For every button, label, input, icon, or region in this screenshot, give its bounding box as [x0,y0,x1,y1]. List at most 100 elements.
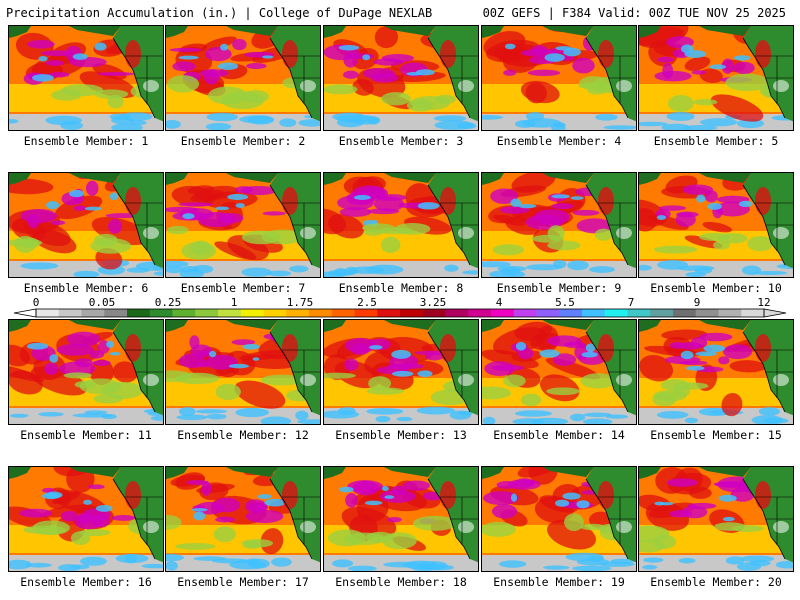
rain-core-max [715,481,752,488]
rain-core-extreme [654,501,665,506]
colorbar-tick-label: 3.25 [419,296,447,309]
rain-core-extreme [703,344,726,353]
alaska-landmass [226,467,278,477]
precip-map-image [166,26,320,130]
rain-patch-light [381,92,412,106]
rain-core-extreme [707,203,722,210]
rain-core-max [86,180,99,196]
rain-core-extreme [182,213,195,220]
rain-core-high [528,467,558,485]
ensemble-member-caption: Ensemble Member: 19 [493,575,625,589]
rain-core-max [186,480,209,485]
rain-core-max [231,339,256,346]
tropical-streak [205,122,232,130]
tropical-streak [567,260,589,271]
asia-landmass [639,320,661,332]
rain-core-extreme [504,43,516,50]
ensemble-member-map [8,25,164,131]
precip-map-image [482,173,636,277]
precip-map-image [482,320,636,424]
rain-core-extreme [709,64,726,70]
tropical-streak [639,264,652,271]
rain-core-max [195,501,225,515]
rain-core-max [531,45,548,56]
rain-patch-light [546,387,580,396]
rain-core-max [178,202,214,207]
rain-core-max [675,212,696,227]
colorbar-swatch [263,309,287,317]
rain-patch-light [261,229,304,245]
tropical-streak [576,558,610,566]
political-borders [440,55,478,104]
tropical-streak [444,264,459,272]
dry-area [773,227,789,239]
precip-map-image [324,173,478,277]
political-borders [282,349,320,398]
rain-core-high [51,491,81,505]
rain-core-extreme [264,498,286,507]
rain-core-max [201,481,212,496]
rain-core-extreme [381,486,389,492]
tropical-streak [247,115,275,125]
rain-core-max [249,502,268,512]
dry-area [300,80,316,92]
alaska-landmass [226,26,278,36]
rain-core-max [402,480,431,491]
rain-core-max [262,211,286,216]
rain-core-extreme [49,354,59,363]
precip-map-image [639,467,793,571]
tropical-streak [153,271,163,276]
ensemble-member-caption: Ensemble Member: 2 [180,134,306,148]
rain-patch-light [579,76,608,91]
rain-patch-light [21,237,40,249]
rain-core-max [40,50,76,57]
asia-landmass [482,320,504,332]
rain-core-extreme [551,194,570,199]
rain-core-max [87,484,105,490]
political-borders [755,496,793,545]
rain-core-max [666,478,698,487]
rain-core-extreme [656,215,667,220]
tropical-streak [514,410,552,417]
coastline [742,331,786,413]
colorbar-swatch [377,309,401,317]
coastal-rain [755,334,771,362]
rain-patch-light [412,515,457,531]
ensemble-member-caption: Ensemble Member: 18 [335,575,467,589]
rain-patch-light [368,376,392,391]
rain-core-max [45,60,64,66]
rain-core-max [339,207,372,217]
rain-core-max [499,206,530,214]
rain-core-high [721,392,743,417]
tropical-streak [725,556,745,565]
asia-landmass [324,320,346,332]
rain-core-extreme [353,195,371,200]
dry-area [773,374,789,386]
rain-core-high [260,528,284,555]
ensemble-member-caption: Ensemble Member: 14 [493,428,625,442]
rain-core-extreme [364,500,383,506]
coastline [742,184,786,266]
precip-map-image [639,26,793,130]
tropical-streak [512,418,545,424]
rain-core-extreme [83,499,93,505]
tropical-streak [570,413,586,422]
tropical-streak [666,111,695,121]
dry-area [143,521,159,533]
political-borders [125,202,163,251]
dry-area [773,80,789,92]
colorbar-tick-label: 5.5 [555,296,575,309]
rain-core-high [729,360,767,373]
tropical-streak [111,123,143,130]
rain-core-high [684,56,711,71]
tropical-streak [758,407,781,416]
asia-landmass [166,467,188,479]
rain-core-high [328,213,364,239]
ensemble-member-caption: Ensemble Member: 11 [20,428,152,442]
rain-core-extreme [562,492,581,500]
colorbar-swatch [286,309,310,317]
dry-area [616,521,632,533]
rain-core-extreme [26,342,49,350]
alaska-landmass [384,320,436,330]
alaska-landmass [699,320,751,330]
